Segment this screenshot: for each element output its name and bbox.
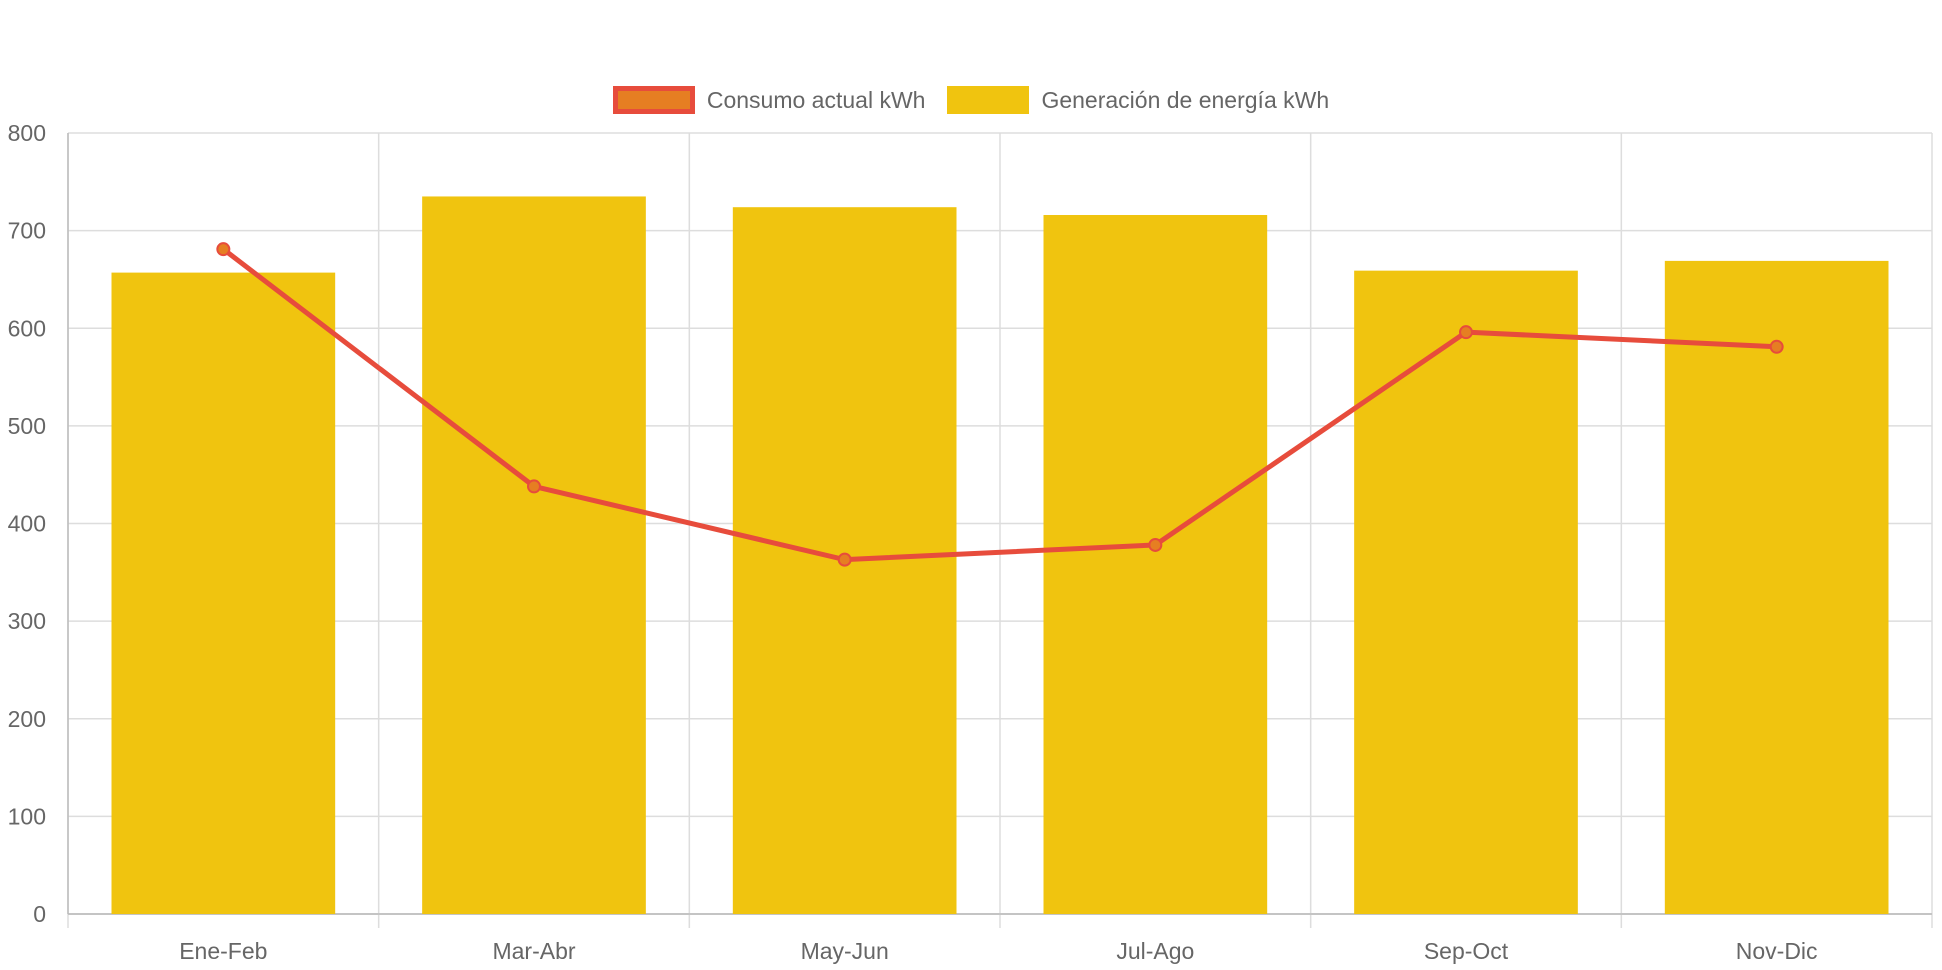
x-tick-label: May-Jun: [801, 938, 889, 964]
x-tick-label: Nov-Dic: [1736, 938, 1818, 964]
legend-swatch-generacion: [947, 86, 1030, 114]
point-consumo: [1148, 537, 1163, 552]
y-tick-label: 500: [8, 413, 46, 439]
legend-label-consumo: Consumo actual kWh: [706, 86, 926, 113]
chart-legend: Consumo actual kWh Generación de energía…: [0, 84, 1942, 116]
point-consumo: [216, 242, 231, 257]
bar-generacion: [1043, 215, 1268, 914]
bar-generacion: [422, 196, 646, 915]
y-tick-label: 0: [33, 901, 46, 927]
point-consumo: [1459, 325, 1473, 340]
bar-generacion: [1354, 270, 1578, 914]
x-tick-label: Mar-Abr: [492, 938, 575, 964]
legend-item-consumo[interactable]: Consumo actual kWh: [612, 84, 926, 116]
x-tick-label: Sep-Oct: [1424, 938, 1509, 964]
x-tick-label: Jul-Ago: [1116, 938, 1194, 964]
point-consumo: [1769, 339, 1784, 354]
y-tick-label: 200: [8, 706, 46, 732]
bar-generacion: [1664, 260, 1889, 914]
line-consumo: [220, 246, 1780, 563]
point-consumo: [527, 479, 541, 494]
y-tick-label: 800: [8, 120, 46, 146]
legend-item-generacion[interactable]: Generación de energía kWh: [947, 84, 1329, 116]
legend-label-generacion: Generación de energía kWh: [1041, 86, 1330, 113]
bar-generacion: [111, 272, 336, 914]
x-tick-label: Ene-Feb: [179, 938, 267, 964]
y-tick-label: 600: [8, 315, 46, 341]
y-tick-label: 700: [8, 218, 46, 244]
y-tick-label: 100: [8, 803, 46, 829]
y-tick-label: 300: [8, 608, 46, 634]
y-tick-label: 400: [8, 511, 46, 537]
point-consumo: [837, 552, 852, 567]
legend-swatch-consumo: [612, 86, 695, 114]
